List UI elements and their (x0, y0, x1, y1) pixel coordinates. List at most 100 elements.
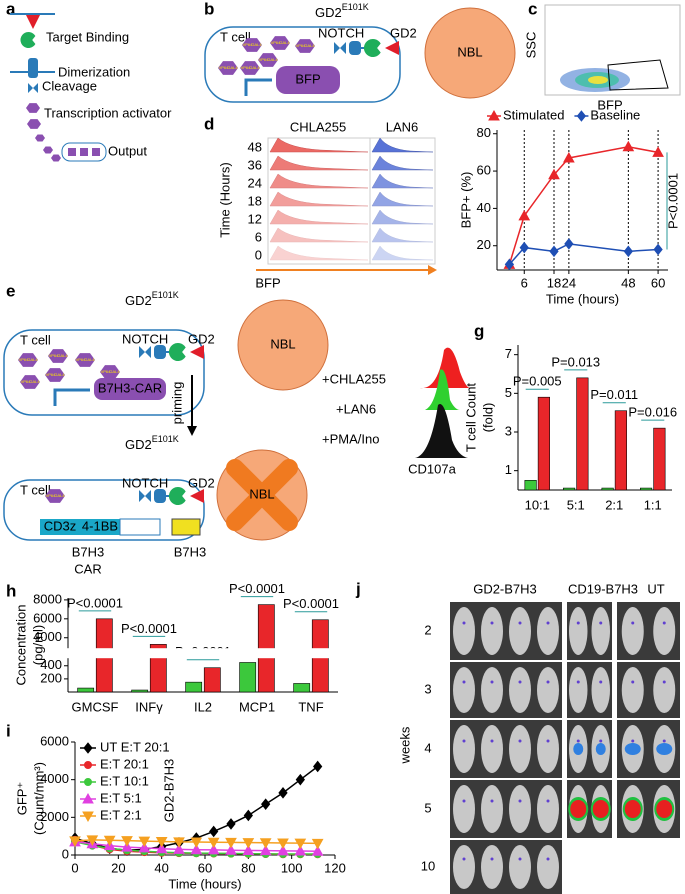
signal (599, 680, 603, 684)
density (588, 76, 608, 84)
output-gene (94, 378, 166, 400)
x-tick-label: 18 (547, 275, 561, 290)
histogram (269, 173, 369, 189)
activator (295, 39, 315, 53)
output-box (61, 142, 107, 162)
y-tick-label: 4000 (33, 629, 62, 644)
marker (155, 842, 168, 854)
receptor-name: GD2 (315, 5, 342, 20)
mouse (481, 725, 503, 773)
promoter-arrow (53, 388, 90, 406)
annotation: P<0.0001 (121, 621, 177, 636)
marker (190, 843, 203, 855)
output-mark (92, 148, 100, 156)
bar (131, 689, 149, 693)
mouse (591, 607, 610, 655)
ligand-label: GD2 (390, 25, 417, 40)
bar (653, 427, 666, 491)
signal (518, 799, 522, 803)
activator (75, 353, 95, 367)
ligand (190, 489, 204, 503)
marker (653, 243, 663, 256)
marker (82, 811, 94, 823)
x-tick-label: 24 (562, 275, 576, 290)
row-label: 6 (255, 229, 262, 244)
legend-label: Stimulated (503, 107, 564, 122)
signal (576, 621, 580, 625)
bar (77, 687, 95, 693)
step-label: Cleavage (42, 78, 97, 93)
x-tick-label: 6 (521, 275, 528, 290)
legend-label: Baseline (590, 107, 640, 122)
activator-label: VP64 (243, 42, 254, 47)
legend-label: E:T 10:1 (100, 773, 149, 788)
condition-label: +LAN6 (336, 401, 376, 416)
notch-label: NOTCH (122, 475, 168, 490)
marker (138, 841, 151, 853)
y-tick-label: 1 (505, 462, 512, 477)
mouse (537, 785, 559, 833)
condition-label: +PMA/Ino (322, 431, 379, 446)
signal (662, 739, 666, 743)
annotation: P=0.016 (628, 405, 677, 420)
y-axis-label: GFP⁺ (14, 782, 29, 816)
column-label: CHLA255 (290, 119, 346, 134)
marker (190, 837, 203, 849)
marker (311, 838, 324, 850)
panel-label: e (6, 281, 15, 300)
y-tick-label: 2000 (40, 809, 69, 824)
x-tick-label: TNF (298, 699, 323, 714)
marker (277, 844, 289, 856)
signal (631, 621, 635, 625)
y-tick-label: 6000 (33, 610, 62, 625)
mouse (569, 667, 588, 713)
axis-label: BFP (255, 275, 280, 290)
panel-label: d (204, 114, 214, 133)
annotation: P<0.0001 (67, 595, 123, 610)
activator (43, 146, 53, 154)
mouse (509, 667, 531, 713)
mouse (509, 785, 531, 833)
bar (524, 480, 537, 491)
signal (662, 621, 666, 625)
group-label: UT (647, 581, 664, 596)
receptor-label: GD2E101K (125, 434, 179, 452)
activator-label: VP64 (49, 353, 60, 358)
mouse (453, 785, 475, 833)
kill-mark (226, 459, 298, 531)
x-tick-label: INFγ (135, 699, 163, 714)
x-tick-label: 1:1 (644, 497, 662, 512)
marker (226, 818, 236, 830)
marker (548, 168, 560, 180)
activator-label: GAL4 (54, 372, 65, 377)
receptor-superscript: E101K (152, 434, 179, 444)
signal (624, 743, 641, 755)
histogram (371, 227, 434, 243)
week-label: 4 (424, 740, 431, 755)
signal (662, 680, 666, 684)
x-tick-label: 100 (281, 860, 303, 875)
signal (462, 739, 466, 743)
marker (564, 238, 574, 250)
tumor-label: NBL (457, 44, 482, 59)
mouse (453, 725, 475, 773)
notch-domain (154, 489, 166, 503)
y-tick-label: 4000 (40, 771, 69, 786)
cleavage-site (28, 83, 38, 93)
signal (592, 800, 609, 818)
y-axis-label: (Count/mm³) (31, 762, 46, 835)
signal (546, 857, 550, 861)
mouse (569, 607, 588, 655)
activator-label: GAL4 (109, 369, 120, 374)
annotation: P=0.013 (551, 354, 600, 369)
signal (570, 800, 587, 818)
tumor-cell (237, 299, 329, 391)
y-tick-label: 3 (505, 423, 512, 438)
marker (82, 792, 94, 804)
histogram (269, 227, 369, 243)
step-label: Target Binding (46, 29, 129, 44)
activator-label: GAL4 (84, 357, 95, 362)
signal (518, 621, 522, 625)
row-label: 24 (248, 175, 262, 190)
y-tick-label: 20 (477, 237, 491, 252)
